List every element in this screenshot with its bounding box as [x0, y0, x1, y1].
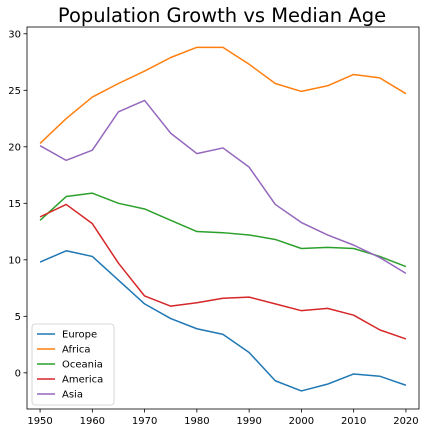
legend-label-europe: Europe [62, 330, 97, 341]
series-line-europe [39, 250, 407, 392]
legend-label-asia: Asia [62, 390, 83, 401]
plot-area: 1950 1960 1970 1980 1990 2000 2010 2020 0 5 10 15 20… [8, 26, 420, 427]
x-tick-label: 1960 [80, 416, 105, 427]
y-tick-label: 25 [8, 86, 21, 97]
x-tick-label: 1990 [236, 416, 261, 427]
legend-box [31, 323, 115, 406]
y-tick-label: 0 [15, 368, 21, 379]
series-line-oceania [39, 192, 407, 268]
x-tick-label: 1980 [184, 416, 209, 427]
y-tick-label: 10 [8, 255, 21, 266]
legend-label-africa: Africa [62, 345, 91, 356]
plot-frame [26, 26, 420, 410]
x-tick-label: 1950 [27, 416, 52, 427]
series-line-america [39, 203, 407, 340]
y-tick-label: 15 [8, 199, 21, 210]
legend-label-america: America [62, 375, 103, 386]
y-tick-label: 30 [8, 29, 21, 40]
series-line-africa [39, 46, 407, 144]
x-tick-label: 2020 [393, 416, 418, 427]
chart-title: Population Growth vs Median Age [58, 4, 386, 27]
x-tick-label: 2010 [341, 416, 366, 427]
y-tick-label: 20 [8, 142, 21, 153]
y-tick-label: 5 [15, 312, 21, 323]
x-tick-label: 2000 [289, 416, 314, 427]
x-tick-label: 1970 [132, 416, 157, 427]
legend-label-oceania: Oceania [62, 360, 103, 371]
series-line-asia [39, 99, 407, 275]
